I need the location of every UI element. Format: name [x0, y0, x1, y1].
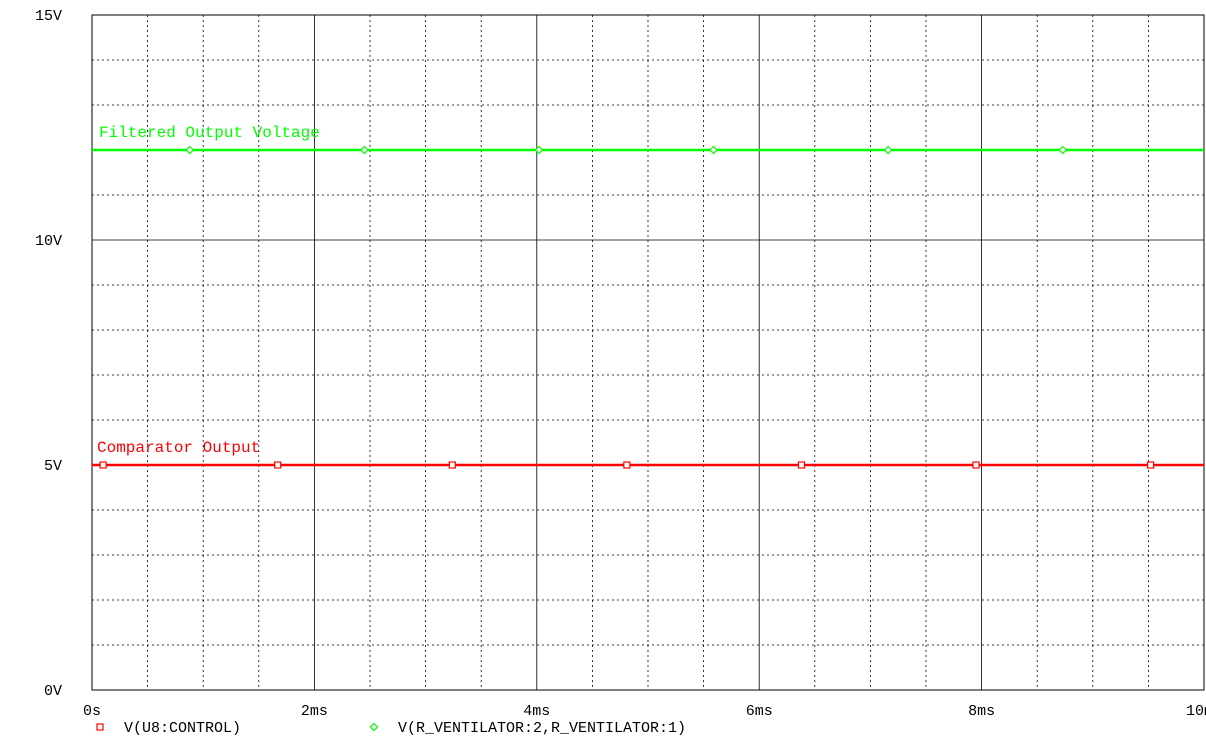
legend-entry: V(U8:CONTROL) [124, 720, 241, 737]
series-marker [1147, 461, 1155, 469]
legend-entry: V(R_VENTILATOR:2,R_VENTILATOR:1) [398, 720, 686, 737]
series-marker [709, 145, 718, 155]
x-tick-label: 8ms [968, 703, 995, 720]
series-marker [274, 461, 282, 469]
x-tick-label: 4ms [523, 703, 550, 720]
x-tick-label: 2ms [301, 703, 328, 720]
series-marker [1058, 145, 1068, 155]
series-marker [448, 461, 456, 469]
y-tick-label: 0V [44, 683, 62, 700]
series-marker [534, 145, 544, 155]
y-tick-label: 15V [35, 8, 62, 25]
plot-frame [91, 14, 1205, 691]
series-annotation: Filtered Output Voltage [99, 124, 320, 142]
series-annotation: Comparator Output [97, 439, 260, 457]
series-marker [185, 145, 195, 155]
legend-marker [369, 722, 379, 732]
series-marker [972, 461, 980, 469]
x-tick-label: 0s [83, 703, 101, 720]
series-marker [623, 461, 631, 469]
series-marker [883, 145, 893, 155]
y-tick-label: 10V [35, 233, 62, 250]
x-tick-label: 10ms [1186, 703, 1206, 720]
series-marker [360, 145, 369, 155]
y-tick-label: 5V [44, 458, 62, 475]
x-tick-label: 6ms [746, 703, 773, 720]
series-marker [99, 461, 107, 469]
series-marker [797, 461, 806, 469]
legend-marker [96, 723, 104, 731]
